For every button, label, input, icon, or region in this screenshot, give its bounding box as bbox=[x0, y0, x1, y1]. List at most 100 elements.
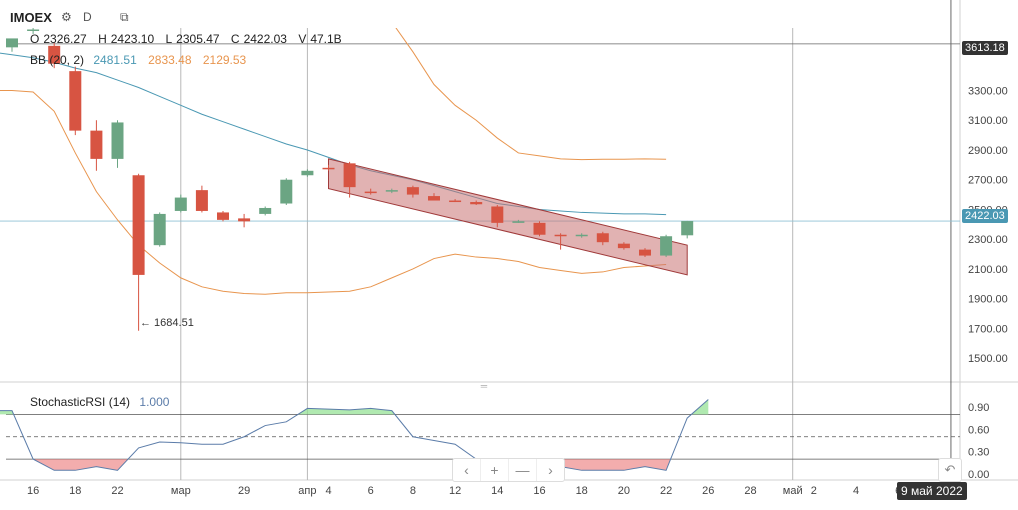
candle-body bbox=[681, 221, 694, 236]
price-tick-label: 3100.00 bbox=[968, 115, 1008, 127]
time-tick-label: 4 bbox=[325, 485, 331, 497]
price-tick-label: 3300.00 bbox=[968, 85, 1008, 97]
gear-icon[interactable]: ⚙ bbox=[61, 10, 72, 24]
price-tick-label: 1700.00 bbox=[968, 323, 1008, 335]
stoch-tick-label: 0.90 bbox=[968, 402, 989, 414]
candle-body bbox=[280, 179, 293, 204]
candle-body bbox=[449, 200, 462, 203]
minus-icon[interactable]: — bbox=[509, 459, 537, 481]
pane-resize-handle: ═ bbox=[480, 381, 488, 391]
time-tick-label: 22 bbox=[660, 485, 672, 497]
bb-basis-line bbox=[0, 52, 667, 216]
stoch-tick-label: 0.00 bbox=[968, 469, 989, 481]
candle-body bbox=[48, 45, 61, 64]
last-price-tag: 2422.03 bbox=[962, 209, 1008, 223]
descending-channel bbox=[328, 158, 688, 276]
price-tick-label: 2700.00 bbox=[968, 175, 1008, 187]
crosshair-date-tag: 9 май 2022 bbox=[897, 482, 967, 500]
stoch-tick-label: 0.60 bbox=[968, 424, 989, 436]
main-plot-area bbox=[0, 28, 694, 331]
chevron-left-icon[interactable]: ‹ bbox=[453, 459, 481, 481]
candle-body bbox=[174, 197, 187, 211]
candle-body bbox=[596, 233, 609, 243]
time-tick-label: 28 bbox=[744, 485, 756, 497]
candle-body bbox=[660, 236, 673, 256]
plus-icon[interactable]: + bbox=[481, 459, 509, 481]
bb-upper-value: 2833.48 bbox=[148, 53, 192, 67]
time-tick-label: 16 bbox=[533, 485, 545, 497]
stoch-overbought-fill bbox=[0, 410, 14, 415]
volume-value: 47.1B bbox=[310, 32, 342, 46]
stoch-legend[interactable]: StochasticRSI (14) 1.000 bbox=[30, 395, 169, 409]
time-tick-label: 6 bbox=[368, 485, 374, 497]
bb-basis-value: 2481.51 bbox=[93, 53, 137, 67]
candle-body bbox=[217, 212, 229, 220]
time-tick-label: 22 bbox=[111, 485, 123, 497]
candle-body bbox=[6, 38, 18, 48]
stoch-value: 1.000 bbox=[139, 395, 170, 409]
candle-body bbox=[406, 187, 419, 195]
close-value: 2422.03 bbox=[243, 32, 287, 46]
low-value: 2305.47 bbox=[176, 32, 220, 46]
interval-label[interactable]: D bbox=[83, 10, 92, 24]
time-tick-label: 29 bbox=[238, 485, 250, 497]
zoom-toolbar: ‹ + — › bbox=[452, 458, 565, 482]
bb-legend[interactable]: BB (20, 2) 2481.51 2833.48 2129.53 bbox=[30, 53, 246, 67]
bb-lower-value: 2129.53 bbox=[202, 53, 247, 67]
price-tick-label: 2900.00 bbox=[968, 145, 1008, 157]
chevron-right-icon[interactable]: › bbox=[548, 462, 553, 478]
high-value: 2423.10 bbox=[110, 32, 155, 46]
time-tick-label: 4 bbox=[853, 485, 859, 497]
candle-body bbox=[259, 207, 272, 214]
time-tick-label: мар bbox=[171, 485, 191, 497]
time-tick-label: 26 bbox=[702, 485, 714, 497]
candle-body bbox=[512, 221, 525, 223]
candle-body bbox=[27, 29, 40, 31]
time-tick-label: 14 bbox=[491, 485, 503, 497]
candle-body bbox=[470, 202, 483, 205]
candle-body bbox=[343, 163, 356, 188]
candle-body bbox=[90, 130, 103, 159]
stoch-tick-label: 0.30 bbox=[968, 447, 989, 459]
price-tick-label: 2300.00 bbox=[968, 234, 1008, 246]
candle-body bbox=[385, 190, 398, 192]
bb-upper-line bbox=[395, 28, 667, 161]
time-tick-label: 18 bbox=[69, 485, 81, 497]
time-tick-label: 16 bbox=[27, 485, 39, 497]
candle-body bbox=[617, 243, 630, 249]
ohlc-legend: O 2326.27 H 2423.10 L 2305.47 C 2422.03 V 47.… bbox=[30, 32, 350, 46]
stoch-line bbox=[0, 399, 709, 471]
close-label: C bbox=[230, 32, 240, 46]
time-tick-label: 18 bbox=[576, 485, 588, 497]
candle-body bbox=[132, 175, 145, 275]
bb-label: BB (20, 2) bbox=[30, 53, 85, 67]
candle-body bbox=[153, 213, 166, 246]
volume-label: V bbox=[298, 32, 307, 46]
candle-body bbox=[364, 191, 377, 194]
time-tick-label: 8 bbox=[410, 485, 416, 497]
open-value: 2326.27 bbox=[43, 32, 87, 46]
candle-body bbox=[554, 234, 567, 237]
stoch-oversold-fill bbox=[33, 459, 129, 471]
candle-body bbox=[111, 122, 124, 159]
chart-header: IMOEX ⚙ D ⧉ bbox=[0, 0, 960, 32]
compare-icon[interactable]: ⧉ bbox=[120, 10, 129, 24]
candle-body bbox=[301, 170, 314, 176]
stoch-overbought-fill bbox=[298, 408, 395, 415]
reset-icon[interactable]: ↶ bbox=[938, 458, 962, 482]
max-price-tag: 3613.18 bbox=[962, 41, 1008, 55]
candle-body bbox=[428, 196, 440, 201]
open-label: O bbox=[30, 32, 40, 46]
bb-lower-line bbox=[0, 89, 667, 295]
price-tick-label: 1500.00 bbox=[968, 353, 1008, 365]
time-tick-label: 2 bbox=[811, 485, 817, 497]
symbol-label[interactable]: IMOEX bbox=[10, 10, 52, 25]
time-tick-label: апр bbox=[298, 485, 316, 497]
candle-body bbox=[195, 190, 208, 211]
candle-body bbox=[322, 167, 335, 170]
candle-body bbox=[238, 218, 251, 222]
time-tick-label: 20 bbox=[618, 485, 630, 497]
min-price-label: ← 1684.51 bbox=[140, 317, 194, 329]
candle-body bbox=[69, 71, 82, 131]
